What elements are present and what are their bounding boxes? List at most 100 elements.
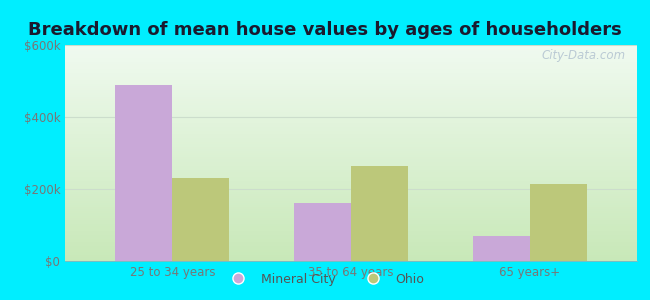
Bar [65,239,637,242]
Bar [65,162,637,164]
Bar [65,95,637,97]
Bar [65,226,637,229]
Bar [65,77,637,80]
Bar [65,123,637,125]
Bar [65,170,637,172]
Bar [65,67,637,69]
Bar [530,184,587,261]
Bar [65,149,637,151]
Bar [65,54,637,56]
Bar [65,198,637,200]
Bar [65,75,637,77]
Bar [65,233,637,235]
Bar [65,62,637,64]
Bar [172,178,229,261]
Bar [65,205,637,207]
Bar [65,207,637,209]
Bar [65,45,637,47]
Bar [65,138,637,140]
Bar [65,229,637,231]
Bar [65,196,637,198]
Bar [65,114,637,116]
Bar [65,188,637,190]
Bar [65,231,637,233]
Bar [65,248,637,250]
Bar [65,235,637,237]
Bar [65,97,637,99]
Bar [65,160,637,162]
Bar [65,52,637,54]
Bar [65,131,637,134]
Bar [65,242,637,244]
Bar [65,134,637,136]
Bar [65,246,637,248]
Bar [65,108,637,110]
Bar [65,200,637,203]
Text: Breakdown of mean house values by ages of householders: Breakdown of mean house values by ages o… [28,21,622,39]
Bar [65,209,637,211]
Bar [65,185,637,188]
Text: City-Data.com: City-Data.com [541,49,625,62]
Bar [65,181,637,183]
Bar [294,203,351,261]
Bar [65,259,637,261]
Bar [65,216,637,218]
Bar [65,179,637,181]
Bar [65,218,637,220]
Bar [65,203,637,205]
Bar [65,177,637,179]
Bar [65,116,637,119]
Bar [65,71,637,73]
Bar [65,183,637,185]
Bar [65,153,637,155]
Bar [65,254,637,257]
Bar [65,64,637,67]
Bar [65,244,637,246]
Bar [65,140,637,142]
Bar [65,175,637,177]
Legend: Mineral City, Ohio: Mineral City, Ohio [221,268,429,291]
Bar [65,237,637,239]
Bar [65,224,637,226]
Bar [65,192,637,194]
Bar [65,250,637,252]
Bar [65,157,637,160]
Bar [65,125,637,127]
Bar [351,166,408,261]
Bar [65,220,637,222]
Bar [65,101,637,103]
Bar [65,168,637,170]
Bar [65,155,637,157]
Bar [65,151,637,153]
Bar [65,80,637,82]
Bar [65,60,637,62]
Bar [65,49,637,52]
Bar [65,90,637,92]
Bar [65,190,637,192]
Bar [65,146,637,149]
Bar [65,106,637,108]
Bar [65,58,637,60]
Bar [65,172,637,175]
Bar [473,236,530,261]
Bar [65,166,637,168]
Bar [65,47,637,49]
Bar [65,252,637,254]
Bar [65,69,637,71]
Bar [65,99,637,101]
Bar [65,129,637,131]
Bar [65,136,637,138]
Bar [65,257,637,259]
Bar [65,92,637,95]
Bar [65,222,637,224]
Bar [65,56,637,58]
Bar [65,73,637,75]
Bar [115,85,172,261]
Bar [65,164,637,166]
Bar [65,110,637,112]
Bar [65,84,637,86]
Bar [65,144,637,146]
Bar [65,121,637,123]
Bar [65,118,637,121]
Bar [65,194,637,196]
